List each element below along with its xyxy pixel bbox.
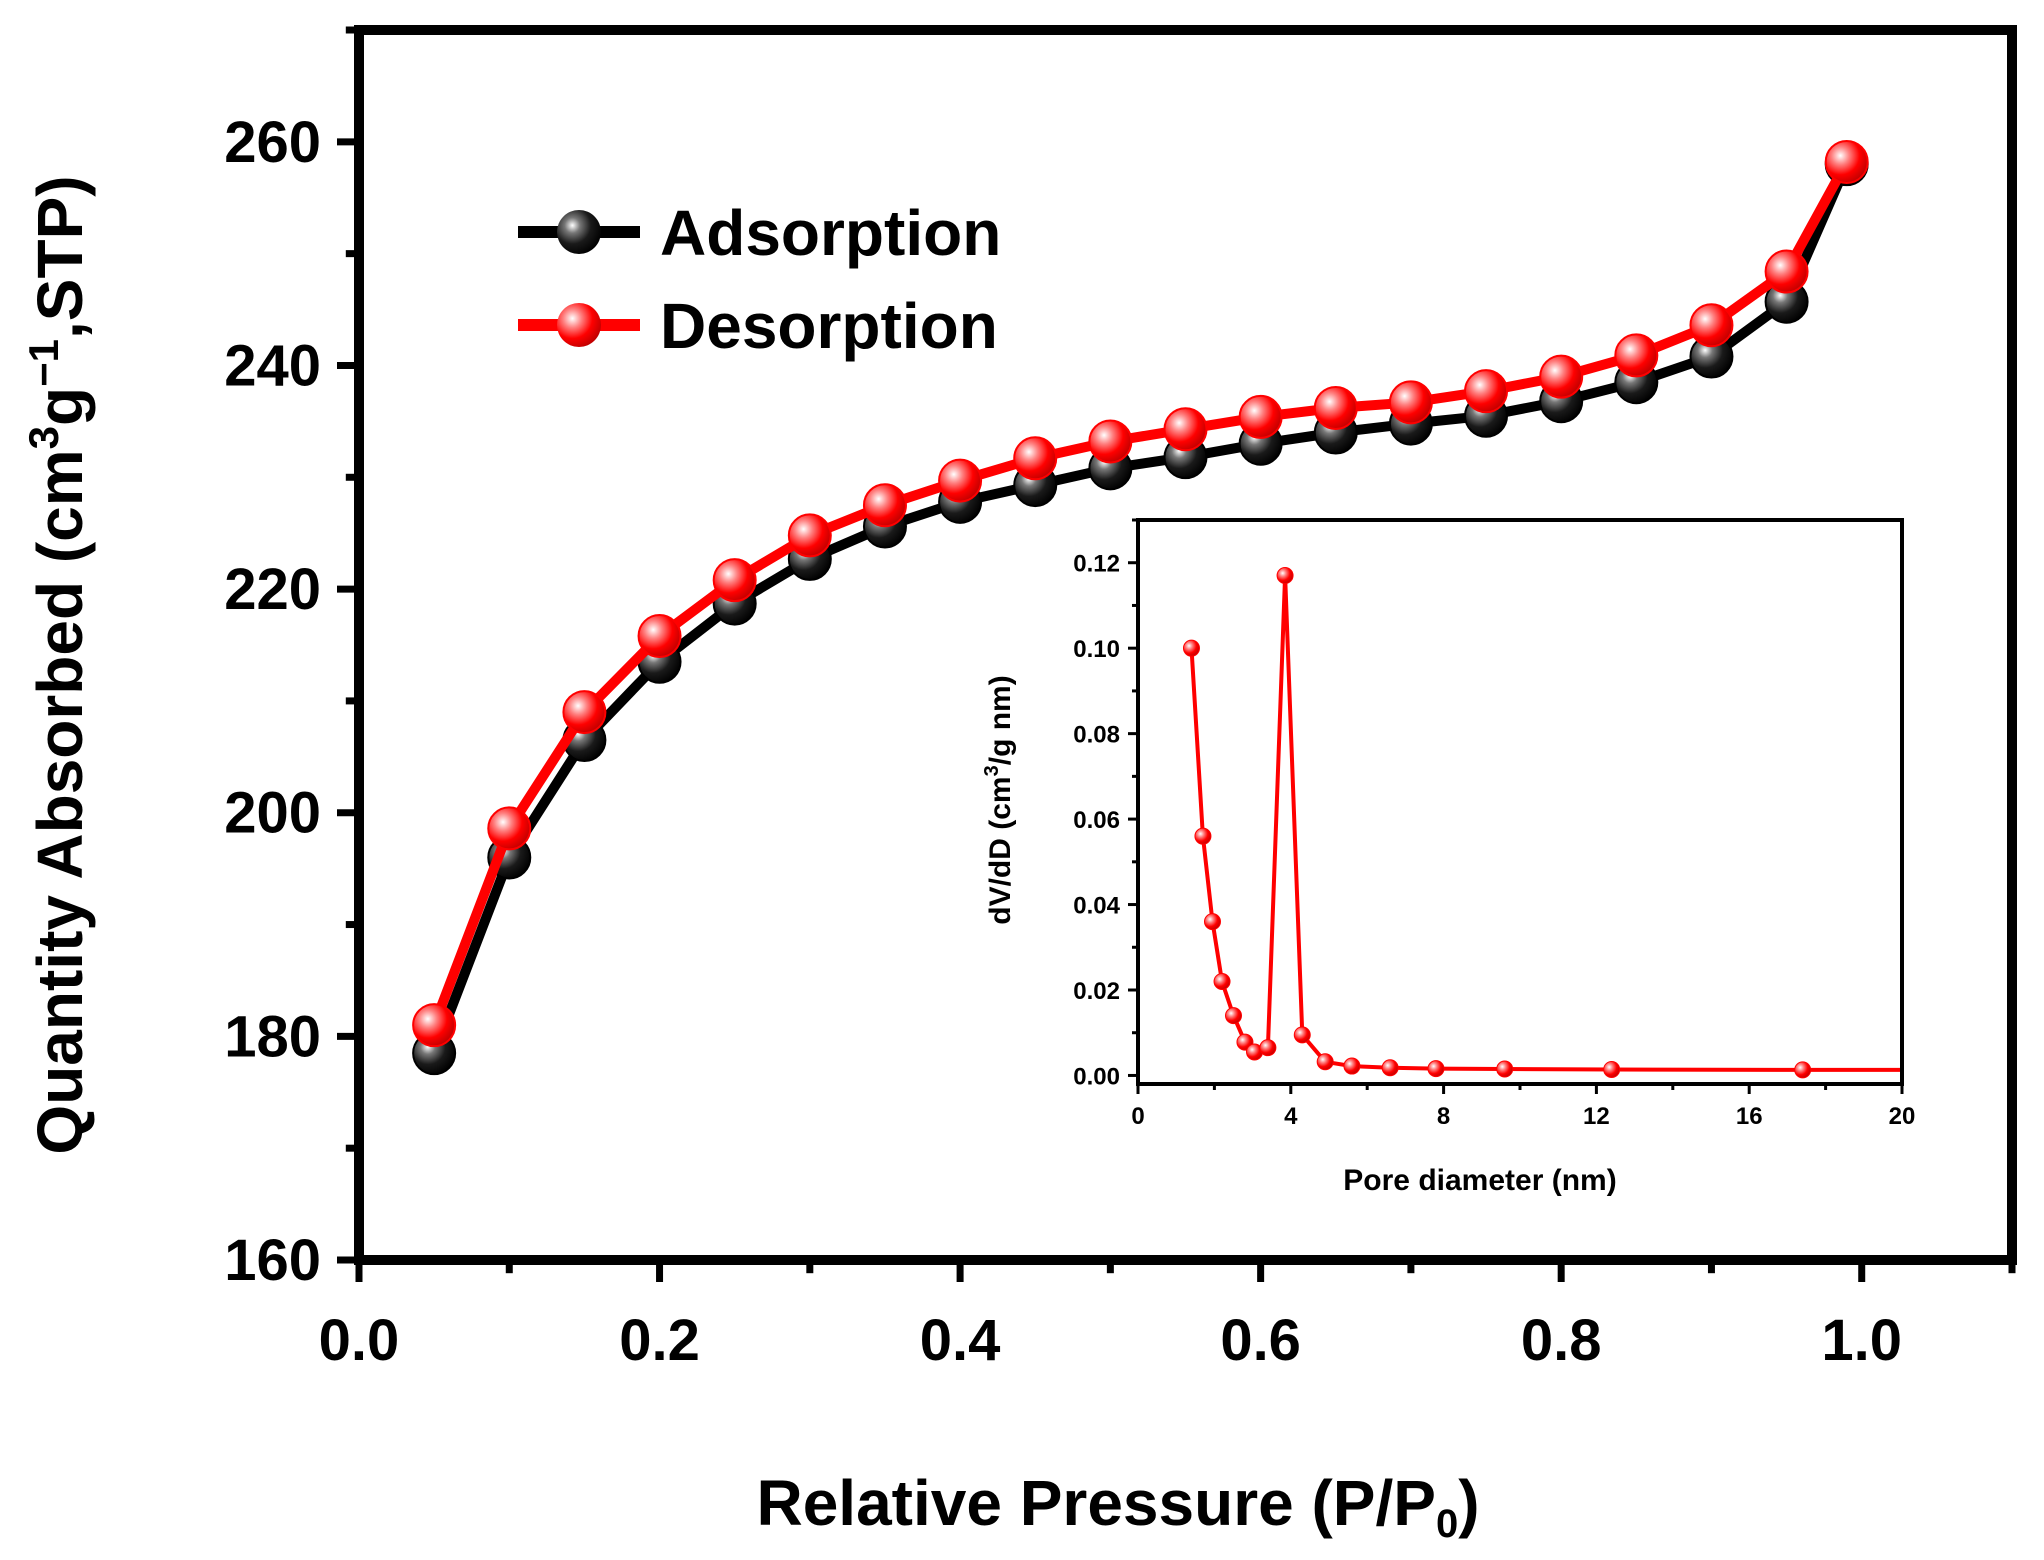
main-point-desorption bbox=[1013, 436, 1058, 481]
main-series-layer bbox=[412, 139, 1869, 1076]
main-point-desorption bbox=[712, 558, 757, 603]
inset-y-tick-label: 0.00 bbox=[1073, 1063, 1120, 1090]
main-point-desorption bbox=[487, 806, 532, 851]
inset-series-layer bbox=[1182, 567, 1902, 1079]
main-point-desorption bbox=[1824, 139, 1869, 184]
legend-item-desorption: Desorption bbox=[518, 290, 998, 362]
main-point-desorption bbox=[1464, 369, 1509, 414]
inset-point-pore-size-distribution bbox=[1794, 1061, 1812, 1079]
legend-label-adsorption: Adsorption bbox=[660, 197, 1001, 269]
main-point-desorption bbox=[1313, 385, 1358, 430]
inset-point-pore-size-distribution bbox=[1603, 1060, 1621, 1078]
main-x-tick-label: 1.0 bbox=[1821, 1308, 1902, 1373]
inset-point-pore-size-distribution bbox=[1343, 1057, 1361, 1075]
main-x-tick-label: 0.2 bbox=[619, 1308, 700, 1373]
main-x-tick-label: 0.8 bbox=[1521, 1308, 1602, 1373]
inset-point-pore-size-distribution bbox=[1293, 1026, 1311, 1044]
main-x-tick-label: 0.4 bbox=[920, 1308, 1001, 1373]
main-y-tick-label: 240 bbox=[224, 333, 321, 398]
legend-marker-adsorption bbox=[557, 210, 601, 254]
inset-point-pore-size-distribution bbox=[1182, 639, 1200, 657]
inset-point-pore-size-distribution bbox=[1213, 972, 1231, 990]
main-point-desorption bbox=[1238, 394, 1283, 439]
inset-point-pore-size-distribution bbox=[1194, 827, 1212, 845]
main-y-tick-label: 220 bbox=[224, 557, 321, 622]
main-x-tick-label: 0.0 bbox=[319, 1308, 400, 1373]
main-point-desorption bbox=[1388, 380, 1433, 425]
inset-x-tick-label: 8 bbox=[1437, 1103, 1450, 1130]
inset-x-axis-label: Pore diameter (nm) bbox=[1343, 1164, 1616, 1197]
main-point-desorption bbox=[862, 483, 907, 528]
inset-x-tick-label: 4 bbox=[1284, 1103, 1298, 1130]
legend-marker-desorption bbox=[557, 303, 601, 347]
inset-point-pore-size-distribution bbox=[1496, 1060, 1514, 1078]
inset-y-tick-label: 0.10 bbox=[1073, 636, 1120, 663]
main-y-tick-label: 200 bbox=[224, 781, 321, 846]
inset-point-pore-size-distribution bbox=[1276, 567, 1294, 585]
legend: Adsorption Desorption bbox=[518, 197, 1001, 362]
inset-x-tick-label: 16 bbox=[1736, 1103, 1763, 1130]
inset-y-tick-label: 0.06 bbox=[1073, 807, 1120, 834]
inset-axes-layer: 0 4 8 12 16 20 0.00 0.02 0.04 0.06 0.08 0.10 0.12 bbox=[1073, 518, 1916, 1130]
inset-background bbox=[1138, 520, 1902, 1084]
main-point-desorption bbox=[562, 690, 607, 735]
inset-y-tick-label: 0.02 bbox=[1073, 978, 1120, 1005]
main-point-desorption bbox=[1689, 303, 1734, 348]
inset-y-tick-label: 0.04 bbox=[1073, 893, 1120, 920]
inset-x-tick-label: 12 bbox=[1583, 1103, 1610, 1130]
main-y-axis-label: Quantity Absorbed (cm3g−1,STP) bbox=[20, 175, 96, 1154]
inset-point-pore-size-distribution bbox=[1259, 1039, 1277, 1057]
inset-y-tick-label: 0.08 bbox=[1073, 722, 1120, 749]
main-point-desorption bbox=[1539, 354, 1584, 399]
main-x-axis-label: Relative Pressure (P/P0) bbox=[756, 1467, 1479, 1546]
inset-y-tick-label: 0.12 bbox=[1073, 551, 1120, 578]
main-y-tick-label: 260 bbox=[224, 110, 321, 175]
main-point-desorption bbox=[1614, 333, 1659, 378]
main-y-tick-label: 160 bbox=[224, 1228, 321, 1293]
main-point-desorption bbox=[1163, 407, 1208, 452]
main-point-desorption bbox=[787, 513, 832, 558]
inset-chart: 0 4 8 12 16 20 0.00 0.02 0.04 0.06 0.08 0.10 0.12 Po… bbox=[981, 518, 1916, 1197]
legend-item-adsorption: Adsorption bbox=[518, 197, 1001, 269]
main-point-desorption bbox=[1088, 419, 1133, 464]
main-y-tick-label: 180 bbox=[224, 1004, 321, 1069]
main-plot-frame bbox=[354, 25, 2017, 1265]
inset-point-pore-size-distribution bbox=[1427, 1060, 1445, 1078]
inset-point-pore-size-distribution bbox=[1381, 1059, 1399, 1077]
main-point-desorption bbox=[637, 614, 682, 659]
inset-point-pore-size-distribution bbox=[1316, 1053, 1334, 1071]
inset-y-axis-label: dV/dD (cm3/g nm) bbox=[981, 675, 1017, 924]
inset-x-tick-label: 0 bbox=[1131, 1103, 1144, 1130]
inset-series-line-pore-size-distribution bbox=[1189, 573, 1902, 1072]
inset-point-pore-size-distribution bbox=[1225, 1007, 1242, 1025]
inset-x-tick-label: 20 bbox=[1889, 1103, 1916, 1130]
inset-point-pore-size-distribution bbox=[1203, 913, 1221, 931]
main-point-desorption bbox=[1764, 249, 1809, 294]
main-point-desorption bbox=[938, 458, 983, 503]
main-x-tick-label: 0.6 bbox=[1220, 1308, 1301, 1373]
legend-label-desorption: Desorption bbox=[660, 290, 998, 362]
main-point-desorption bbox=[412, 1003, 457, 1048]
